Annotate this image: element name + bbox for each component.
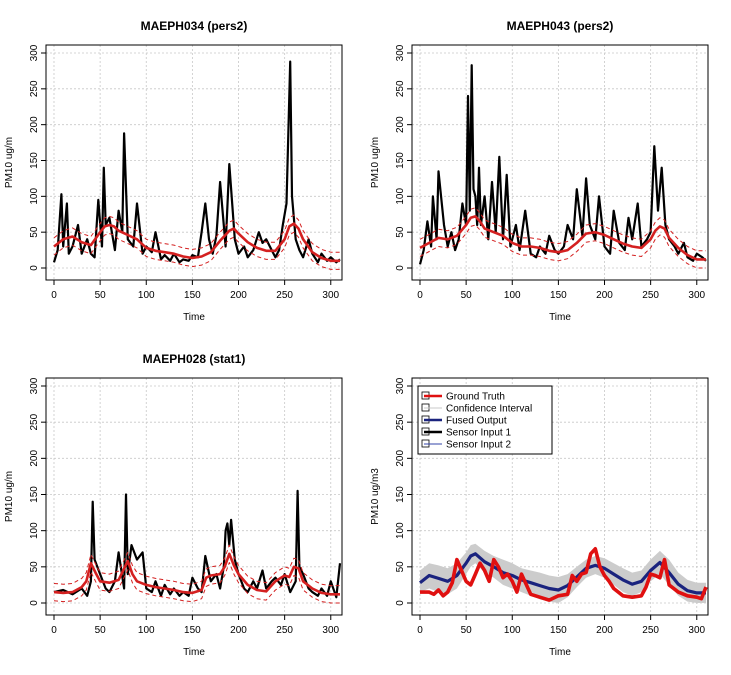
y-tick-label: 50	[29, 561, 40, 573]
plot-frame	[411, 377, 709, 616]
y-tick-label: 200	[29, 116, 40, 133]
x-tick-label: 150	[550, 625, 567, 636]
bound-upper-line	[53, 544, 340, 587]
y-tick-label: 100	[395, 188, 406, 205]
x-tick-label: 300	[322, 290, 339, 301]
y-tick-label: 100	[29, 522, 40, 539]
x-tick-label: 250	[276, 290, 293, 301]
confidence-band	[420, 543, 706, 603]
legend-entry-label: Confidence Interval	[446, 404, 532, 415]
x-tick-label: 50	[461, 625, 473, 636]
legend-entry-label: Sensor Input 2	[446, 440, 511, 451]
x-axis-label: Time	[183, 312, 205, 323]
x-tick-label: 50	[95, 625, 107, 636]
x-axis-label: Time	[183, 647, 205, 658]
plot-frame	[411, 44, 709, 281]
sensor-series-line	[52, 60, 341, 264]
x-tick-label: 250	[276, 625, 293, 636]
bound-lower-line	[53, 562, 340, 604]
x-tick-label: 0	[51, 625, 57, 636]
y-tick-label: 250	[29, 413, 40, 430]
chart-panel-3: 0 50 100 150 200 250 300 0 50 100 150 200 250 300 MAEP…	[4, 352, 343, 658]
x-axis-label: Time	[549, 312, 571, 323]
x-tick-label: 200	[596, 290, 613, 301]
y-tick-label: 250	[395, 80, 406, 97]
y-tick-label: 250	[395, 413, 406, 430]
x-tick-label: 250	[642, 625, 659, 636]
y-tick-label: 250	[29, 80, 40, 97]
y-tick-label: 50	[29, 226, 40, 238]
y-tick-label: 150	[395, 152, 406, 169]
bound-lower-line	[53, 231, 340, 270]
fused-series-line	[53, 552, 340, 596]
y-tick-label: 300	[395, 44, 406, 61]
y-axis-label: PM10 ug/m	[4, 137, 15, 188]
x-tick-label: 150	[184, 625, 201, 636]
y-tick-label: 0	[395, 265, 406, 271]
x-tick-label: 150	[550, 290, 567, 301]
plot-frame	[45, 44, 343, 281]
y-tick-label: 50	[395, 561, 406, 573]
x-tick-label: 250	[642, 290, 659, 301]
chart-title: MAEPH028 (stat1)	[143, 352, 246, 366]
x-tick-label: 300	[322, 625, 339, 636]
x-axis-label: Time	[549, 647, 571, 658]
x-tick-label: 200	[230, 290, 247, 301]
y-tick-label: 150	[29, 152, 40, 169]
sensor-series-line	[418, 64, 707, 265]
y-tick-label: 100	[395, 522, 406, 539]
y-tick-label: 200	[395, 450, 406, 467]
x-tick-label: 300	[688, 625, 705, 636]
fused-series-line	[419, 215, 706, 261]
x-tick-label: 100	[138, 290, 155, 301]
chart-panel-1: 0 50 100 150 200 250 300 0 50 100 150 200 250 300 MAEP…	[4, 19, 343, 323]
sensor-series-line	[53, 489, 342, 599]
y-tick-label: 300	[29, 377, 40, 394]
chart-title: MAEPH034 (pers2)	[141, 19, 248, 33]
y-tick-label: 300	[29, 44, 40, 61]
x-tick-label: 100	[504, 625, 521, 636]
y-tick-label: 0	[29, 265, 40, 271]
chart-title: MAEPH043 (pers2)	[507, 19, 614, 33]
x-tick-label: 0	[417, 625, 423, 636]
chart-panel-2: 0 50 100 150 200 250 300 0 50 100 150 200 250 300 MAEP…	[370, 19, 709, 323]
x-tick-label: 0	[51, 290, 57, 301]
y-axis-label: PM10 ug/m3	[370, 468, 381, 525]
y-tick-label: 200	[29, 450, 40, 467]
plot-frame	[45, 377, 343, 616]
y-tick-label: 200	[395, 116, 406, 133]
ground-truth-line	[420, 547, 708, 602]
fused-series-line	[53, 222, 340, 263]
y-tick-label: 50	[395, 226, 406, 238]
x-tick-label: 200	[596, 625, 613, 636]
x-tick-label: 200	[230, 625, 247, 636]
legend-entry-label: Sensor Input 1	[446, 428, 511, 439]
x-tick-label: 300	[688, 290, 705, 301]
chart-panel-4: 0 50 100 150 200 250 300 0 50 100 150 200 250 300 Time…	[370, 377, 709, 658]
y-tick-label: 150	[29, 486, 40, 503]
y-axis-label: PM10 ug/m	[370, 137, 381, 188]
x-tick-label: 100	[504, 290, 521, 301]
x-tick-label: 150	[184, 290, 201, 301]
bound-upper-line	[53, 214, 340, 253]
y-axis-label: PM10 ug/m	[4, 471, 15, 522]
legend-entry-label: Fused Output	[446, 416, 507, 427]
y-tick-label: 0	[395, 600, 406, 606]
legend-entry-label: Ground Truth	[446, 392, 505, 403]
fused-series-line	[419, 552, 706, 595]
x-tick-label: 100	[138, 625, 155, 636]
y-tick-label: 0	[29, 600, 40, 606]
y-tick-label: 150	[395, 486, 406, 503]
x-tick-label: 50	[95, 290, 107, 301]
y-tick-label: 300	[395, 377, 406, 394]
y-tick-label: 100	[29, 188, 40, 205]
x-tick-label: 0	[417, 290, 423, 301]
x-tick-label: 50	[461, 290, 473, 301]
